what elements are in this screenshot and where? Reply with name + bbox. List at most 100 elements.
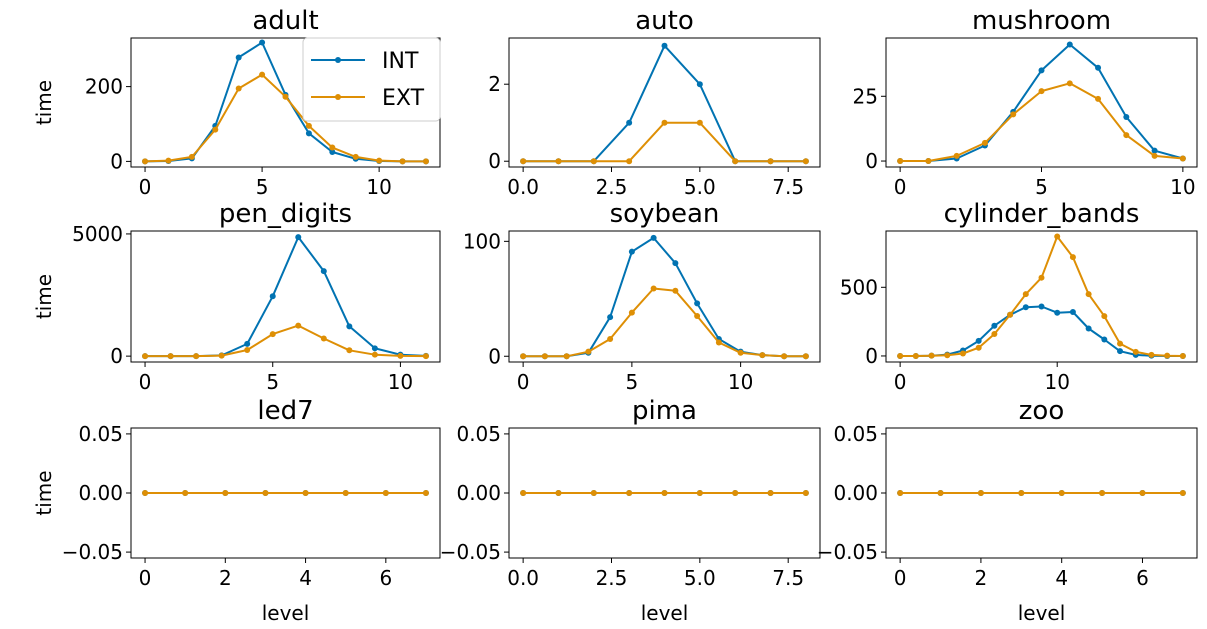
series-line-int <box>523 44 806 163</box>
data-point-ext <box>520 490 527 496</box>
axes-frame <box>508 230 821 363</box>
data-point-ext <box>944 352 951 359</box>
data-point-ext <box>650 285 657 292</box>
panel-title: soybean <box>610 199 720 229</box>
x-tick-label: 0 <box>139 566 152 590</box>
data-point-ext <box>188 153 195 160</box>
y-axis-label: time <box>32 274 56 319</box>
panel-title: cylinder_bands <box>944 199 1140 229</box>
data-point-ext <box>1123 132 1130 139</box>
data-point-int <box>1069 309 1076 316</box>
y-tick-label: 0 <box>865 149 878 173</box>
data-point-int <box>1066 41 1073 48</box>
data-point-int <box>607 314 614 321</box>
x-tick-label: 10 <box>1170 175 1195 199</box>
data-point-ext <box>422 490 429 496</box>
y-tick-label: 0.05 <box>78 422 123 446</box>
panel-title: adult <box>252 6 318 36</box>
axes-frame <box>885 37 1198 168</box>
y-tick-label: 0.00 <box>456 481 501 505</box>
legend-marker-int <box>335 57 341 63</box>
data-point-ext <box>1066 80 1073 87</box>
data-point-int <box>661 42 668 49</box>
data-point-ext <box>352 153 359 160</box>
data-point-ext <box>520 353 527 360</box>
data-point-int <box>320 268 327 275</box>
x-tick-label: 5.0 <box>684 566 716 590</box>
y-tick-label: 0 <box>110 149 123 173</box>
data-point-ext <box>1179 155 1186 162</box>
data-point-ext <box>607 336 614 343</box>
data-point-int <box>1095 64 1102 71</box>
data-point-ext <box>142 490 149 496</box>
x-tick-label: 10 <box>388 370 413 394</box>
data-point-ext <box>767 490 774 496</box>
series-line-ext <box>523 287 806 358</box>
data-point-int <box>696 81 703 88</box>
x-tick-label: 4 <box>1055 566 1068 590</box>
data-point-ext <box>167 353 174 360</box>
data-point-int <box>259 39 266 46</box>
data-point-ext <box>715 339 722 346</box>
data-point-ext <box>282 93 289 100</box>
data-point-ext <box>897 490 904 496</box>
x-axis-label: level <box>641 601 689 625</box>
data-point-ext <box>781 353 788 360</box>
data-point-ext <box>628 309 635 316</box>
x-tick-label: 7.5 <box>772 566 804 590</box>
data-point-ext <box>397 352 404 359</box>
x-tick-label: 7.5 <box>772 175 804 199</box>
data-point-ext <box>1132 348 1139 355</box>
y-tick-label: 0.00 <box>78 481 123 505</box>
y-axis-label: time <box>32 80 56 125</box>
data-point-ext <box>142 158 149 165</box>
data-point-ext <box>696 119 703 126</box>
series-line-ext <box>145 324 427 358</box>
y-tick-label: 0 <box>865 344 878 368</box>
data-point-ext <box>626 158 633 165</box>
data-point-int <box>305 130 312 137</box>
data-point-int <box>329 149 336 156</box>
data-point-ext <box>1148 351 1155 358</box>
x-tick-label: 5 <box>256 175 269 199</box>
data-point-ext <box>767 158 774 165</box>
data-point-ext <box>590 158 597 165</box>
panel-adult: adult 0 5 10 0 200 time <box>32 6 441 199</box>
data-point-ext <box>1010 111 1017 118</box>
x-tick-label: 2.5 <box>596 566 628 590</box>
data-point-ext <box>376 157 383 164</box>
data-point-int <box>1123 114 1130 121</box>
data-point-ext <box>1007 311 1014 318</box>
y-tick-label: 25 <box>853 84 878 108</box>
data-point-int <box>269 293 276 300</box>
data-point-ext <box>759 352 766 359</box>
data-point-ext <box>802 158 809 165</box>
x-tick-label: 5 <box>626 370 639 394</box>
y-tick-label: 0 <box>110 344 123 368</box>
data-point-ext <box>696 490 703 496</box>
data-point-ext <box>953 152 960 159</box>
data-point-ext <box>371 351 378 358</box>
y-tick-label: 5000 <box>72 222 123 246</box>
x-tick-label: 5 <box>266 370 279 394</box>
data-point-ext <box>1139 490 1146 496</box>
panel-title: zoo <box>1019 396 1064 426</box>
data-point-ext <box>912 352 919 359</box>
legend-label-ext: EXT <box>382 86 425 111</box>
data-point-ext <box>694 313 701 320</box>
x-tick-label: 10 <box>366 175 391 199</box>
y-tick-label: 100 <box>463 229 501 253</box>
y-tick-label: 200 <box>85 75 123 99</box>
panel-title: auto <box>635 6 694 36</box>
data-point-ext <box>626 490 633 496</box>
panel-title: mushroom <box>972 6 1111 36</box>
x-tick-label: 5.0 <box>684 175 716 199</box>
x-tick-label: 0 <box>139 175 152 199</box>
data-point-int <box>1022 304 1029 311</box>
data-point-ext <box>959 350 966 357</box>
data-point-ext <box>991 330 998 337</box>
data-point-ext <box>1095 95 1102 102</box>
x-axis-label: level <box>1018 601 1066 625</box>
